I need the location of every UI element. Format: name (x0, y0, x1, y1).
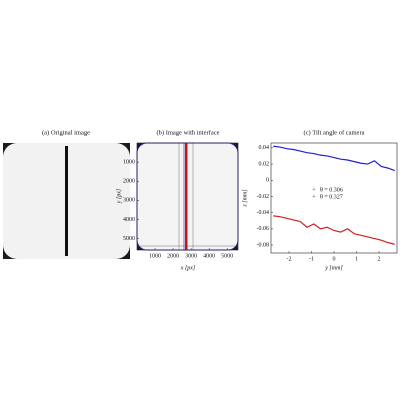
y-axis-label: y [px] (116, 188, 122, 204)
x-tick-label: 3000 (185, 253, 197, 259)
panel-title: (a) Original image (42, 129, 90, 136)
legend-marker: + (312, 194, 316, 200)
x-tick-label: 2 (378, 256, 381, 262)
y-tick-label: -0.04 (257, 210, 270, 216)
x-tick-label: 1 (355, 256, 358, 262)
legend-marker: + (312, 187, 316, 193)
legend-label: θ = 0.306 (320, 187, 343, 193)
panel-title: (b) Image with interface (157, 129, 220, 136)
panel-title: (c) Tilt angle of camera (303, 129, 364, 136)
x-tick-label: 0 (333, 256, 336, 262)
interface-image (136, 142, 239, 251)
y-tick-label: 0 (266, 178, 269, 184)
original-image (3, 143, 130, 259)
x-tick-label: 5000 (221, 253, 233, 259)
x-tick-label: -2 (287, 256, 292, 262)
y-tick-label: -0.06 (257, 226, 270, 232)
y-tick-label: -0.02 (257, 194, 270, 200)
y-tick-label: 2000 (123, 179, 135, 185)
x-axis-label: y [mm] (324, 265, 343, 271)
axes-frame (136, 142, 239, 251)
y-tick-label: 0.04 (259, 145, 270, 151)
y-axis-label: z [mm] (242, 189, 248, 208)
data-line (273, 215, 395, 245)
y-tick-label: 3000 (123, 198, 135, 204)
x-tick-label: 1000 (149, 253, 161, 259)
x-tick-label: -1 (309, 256, 314, 262)
y-tick-label: 1000 (123, 159, 135, 165)
data-line (273, 145, 395, 172)
x-tick-label: 2000 (167, 253, 179, 259)
y-tick-label: -0.08 (257, 242, 270, 248)
y-tick-label: 0.02 (259, 161, 270, 167)
y-tick-label: 4000 (123, 217, 135, 223)
legend-label: θ = 0.327 (320, 194, 343, 200)
x-axis-label: x [px] (180, 265, 196, 271)
x-tick-label: 4000 (203, 253, 215, 259)
y-tick-label: 5000 (123, 236, 135, 242)
